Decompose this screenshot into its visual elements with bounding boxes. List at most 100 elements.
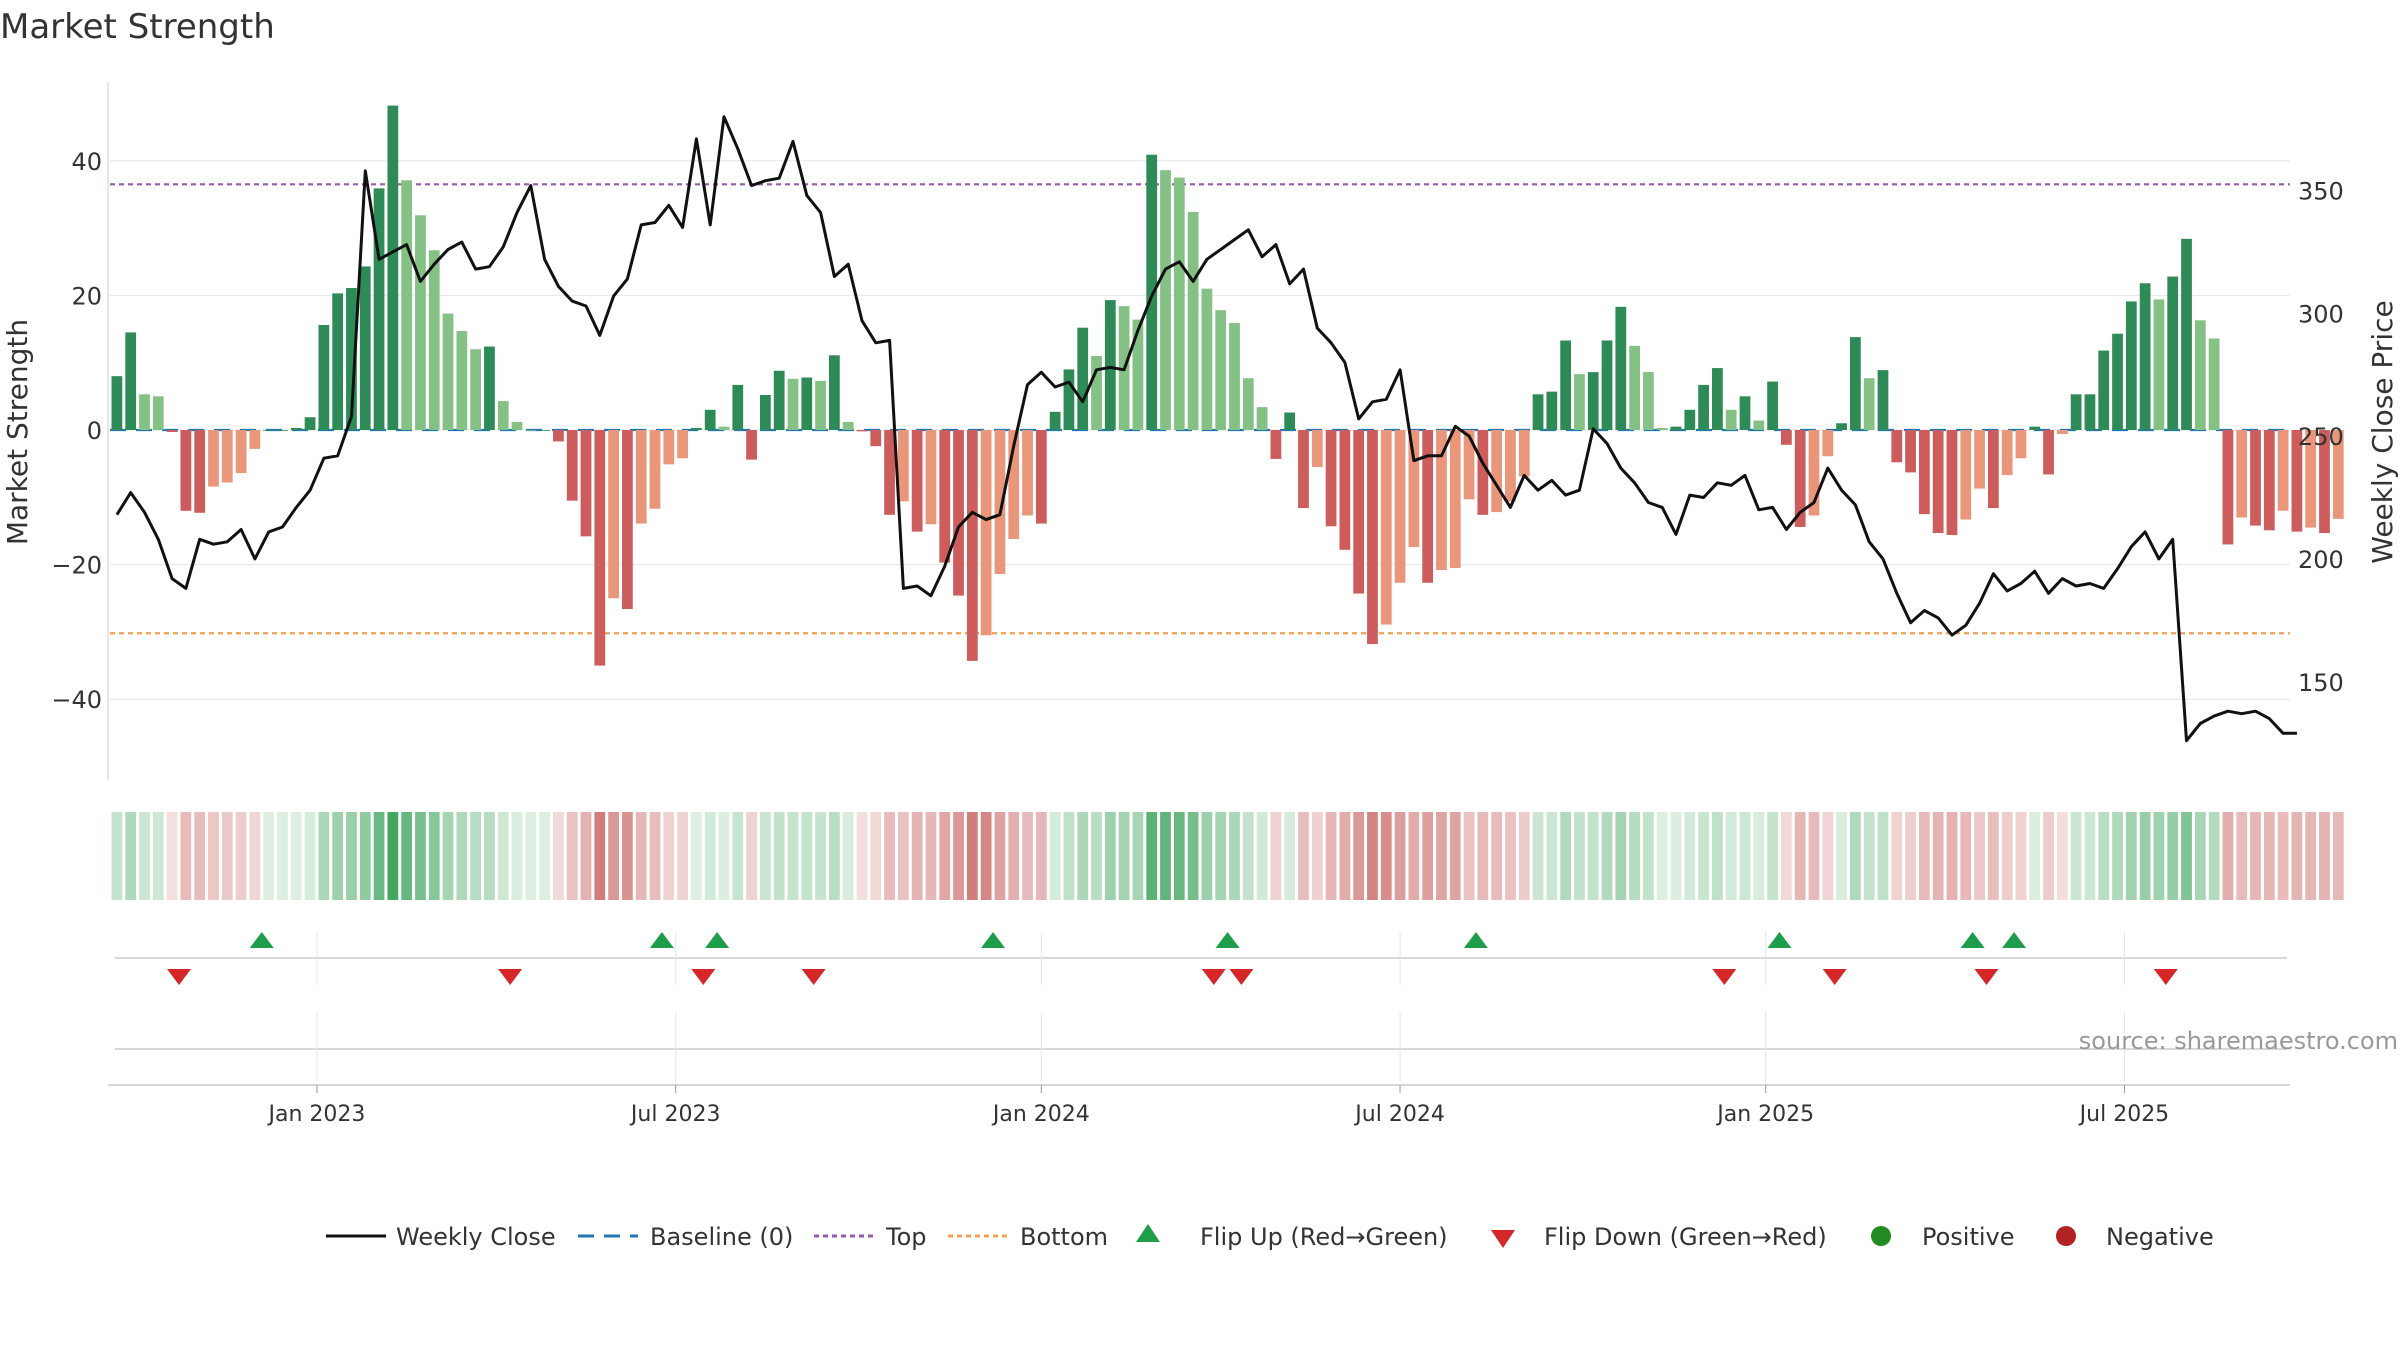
heatmap-cell bbox=[166, 812, 178, 900]
strength-bar bbox=[787, 378, 799, 430]
strength-bar bbox=[1022, 430, 1033, 516]
strength-bar bbox=[1367, 430, 1378, 645]
strength-bar bbox=[828, 355, 840, 430]
heatmap-cell bbox=[828, 812, 840, 900]
heatmap-cell bbox=[346, 812, 357, 900]
heatmap-cell bbox=[870, 812, 882, 900]
heatmap-cell bbox=[2153, 812, 2165, 900]
heatmap-cell bbox=[911, 812, 923, 900]
legend-flip-down-swatch bbox=[1491, 1230, 1515, 1248]
heatmap-cell bbox=[139, 812, 150, 900]
strength-bar bbox=[484, 346, 495, 430]
strength-bar bbox=[925, 430, 937, 525]
chart-title: Market Strength bbox=[0, 7, 275, 47]
strength-bar bbox=[1146, 154, 1158, 430]
strength-heatmap-strip bbox=[111, 812, 2344, 900]
x-tick-label: Jan 2024 bbox=[991, 1102, 1090, 1127]
strength-bar bbox=[415, 215, 426, 430]
strength-bar bbox=[263, 430, 275, 431]
strength-bar bbox=[746, 430, 757, 460]
strength-bar bbox=[691, 427, 702, 430]
strength-bar bbox=[1905, 430, 1916, 473]
strength-bar bbox=[1518, 430, 1530, 477]
legend-top-label: Top bbox=[885, 1223, 927, 1251]
heatmap-cell bbox=[1284, 812, 1296, 900]
strength-bar bbox=[2263, 430, 2275, 531]
strength-bar bbox=[1380, 430, 1392, 625]
strength-bar bbox=[1477, 430, 1489, 515]
legend-flip-up-swatch bbox=[1136, 1224, 1160, 1242]
y-right-tick-label: 250 bbox=[2298, 423, 2344, 451]
x-tick-label: Jul 2024 bbox=[1353, 1102, 1445, 1127]
flip-down-marker bbox=[2153, 969, 2178, 985]
heatmap-cell bbox=[290, 812, 302, 900]
strength-bar bbox=[1408, 430, 1420, 548]
empty-panel bbox=[115, 1012, 2287, 1082]
strength-bar bbox=[497, 401, 509, 430]
strength-bar bbox=[1229, 322, 1240, 430]
strength-bar bbox=[649, 430, 661, 509]
heatmap-cell bbox=[456, 812, 468, 900]
heatmap-cell bbox=[1863, 812, 1875, 900]
heatmap-cell bbox=[1008, 812, 1020, 900]
strength-bar bbox=[2098, 350, 2110, 430]
legend-bottom-label: Bottom bbox=[1020, 1223, 1108, 1251]
strength-bar bbox=[387, 105, 399, 431]
strength-bar bbox=[1974, 430, 1985, 489]
heatmap-cell bbox=[635, 812, 647, 900]
strength-bar bbox=[1918, 430, 1930, 515]
strength-bar bbox=[470, 349, 482, 430]
strength-bar bbox=[718, 426, 730, 430]
heatmap-cell bbox=[1077, 812, 1089, 900]
strength-bar bbox=[911, 430, 923, 532]
y-left-tick-label: 40 bbox=[71, 148, 102, 176]
strength-bar bbox=[1449, 430, 1461, 568]
heatmap-cell bbox=[318, 812, 330, 900]
strength-bar bbox=[208, 430, 219, 487]
strength-bar bbox=[1049, 411, 1061, 430]
heatmap-cell bbox=[925, 812, 937, 900]
heatmap-cell bbox=[2043, 812, 2054, 900]
strength-bar bbox=[2125, 301, 2137, 430]
strength-bar bbox=[1739, 396, 1751, 430]
strength-bar bbox=[1063, 369, 1075, 430]
strength-bar bbox=[663, 430, 675, 465]
heatmap-cell bbox=[2305, 812, 2317, 900]
heatmap-cell bbox=[1781, 812, 1792, 900]
heatmap-cell bbox=[1739, 812, 1751, 900]
strength-bar bbox=[346, 287, 357, 430]
flip-up-marker bbox=[1215, 932, 1240, 948]
heatmap-cell bbox=[1836, 812, 1847, 900]
heatmap-cell bbox=[539, 812, 551, 900]
strength-bar bbox=[221, 430, 233, 483]
strength-bar bbox=[125, 332, 137, 430]
heatmap-cell bbox=[1242, 812, 1254, 900]
heatmap-cell bbox=[994, 812, 1006, 900]
flip-up-marker bbox=[705, 932, 730, 948]
heatmap-cell bbox=[470, 812, 482, 900]
strength-bar bbox=[2319, 430, 2330, 533]
heatmap-cell bbox=[939, 812, 951, 900]
strength-bar bbox=[1422, 430, 1434, 583]
strength-bar bbox=[1698, 384, 1709, 430]
strength-bar bbox=[1091, 355, 1102, 430]
flip-up-marker bbox=[649, 932, 674, 948]
heatmap-cell bbox=[1794, 812, 1806, 900]
strength-bar bbox=[1311, 430, 1323, 468]
strength-bar bbox=[1298, 430, 1309, 509]
strength-bar bbox=[594, 430, 606, 666]
heatmap-cell bbox=[1270, 812, 1282, 900]
flip-up-marker bbox=[981, 932, 1006, 948]
strength-bar bbox=[1463, 430, 1475, 500]
strength-bar bbox=[194, 430, 206, 513]
heatmap-cell bbox=[387, 812, 399, 900]
heatmap-cell bbox=[1256, 812, 1268, 900]
heatmap-cell bbox=[608, 812, 619, 900]
heatmap-cell bbox=[1477, 812, 1489, 900]
strength-bar bbox=[235, 430, 247, 474]
strength-bar bbox=[953, 430, 964, 596]
heatmap-cell bbox=[718, 812, 730, 900]
y-right-tick-label: 150 bbox=[2298, 669, 2344, 697]
strength-bar bbox=[1808, 430, 1820, 516]
